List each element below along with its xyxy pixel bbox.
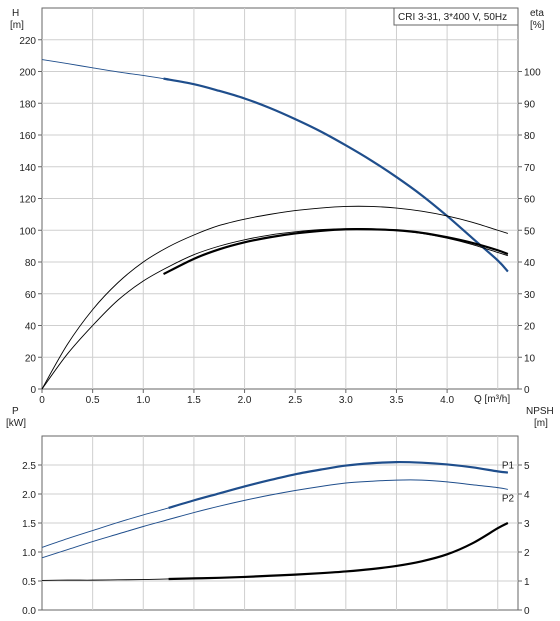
bottom-series-0-duty-range: [168, 460, 508, 509]
bottom-right-axis-title: NPSH: [526, 406, 554, 417]
bottom-right-tick-label: 1: [524, 577, 530, 588]
top-left-tick-label: 160: [19, 131, 36, 142]
x-tick-label: 0: [39, 395, 45, 406]
bottom-series-2-duty-range: [168, 522, 509, 581]
top-left-tick-label: 0: [30, 385, 36, 396]
power-npsh-panel: 0.0 0.5 1.0 1.5 2.0 2.5 0 1 2 3 4 5 P1 P2 P [kW] NP…: [6, 406, 554, 617]
bottom-left-tick-label: 1.5: [22, 519, 36, 530]
bottom-series-1-line: [41, 479, 508, 559]
top-right-axis-title: eta: [530, 8, 544, 19]
top-left-axis-unit: [m]: [10, 20, 24, 31]
top-right-tick-label: 60: [524, 195, 536, 206]
top-left-tick-label: 80: [25, 258, 37, 269]
bottom-right-tick-label: 5: [524, 461, 530, 472]
top-left-tick-label: 180: [19, 99, 36, 110]
top-left-tick-label: 120: [19, 195, 36, 206]
top-left-axis: 0 20 40 60 80 100 120 140 160 180 200 220: [19, 36, 42, 396]
top-left-tick-label: 220: [19, 36, 36, 47]
bottom-left-tick-label: 2.5: [22, 461, 36, 472]
top-x-axis-title: Q [m³/h]: [474, 394, 510, 405]
legend-title: CRI 3-31, 3*400 V, 50Hz: [398, 12, 507, 23]
top-left-tick-label: 200: [19, 68, 36, 79]
bottom-right-axis-unit: [m]: [534, 418, 548, 429]
x-tick-label: 1.0: [136, 395, 150, 406]
bottom-series-labels: P1 P2: [502, 461, 515, 505]
top-right-axis-unit: [%]: [530, 20, 545, 31]
bottom-left-tick-label: 0.5: [22, 577, 36, 588]
top-series-3-line: [41, 205, 509, 390]
legend-box: CRI 3-31, 3*400 V, 50Hz: [393, 7, 519, 26]
top-left-tick-label: 100: [19, 226, 36, 237]
top-series-group: [41, 59, 509, 390]
top-left-tick-label: 140: [19, 163, 36, 174]
top-left-tick-label: 20: [25, 353, 37, 364]
bottom-left-axis-unit: [kW]: [6, 418, 26, 429]
x-tick-label: 0.5: [86, 395, 100, 406]
x-tick-label: 2.0: [238, 395, 252, 406]
bottom-right-axis: 0 1 2 3 4 5: [518, 461, 530, 617]
top-right-tick-label: 50: [524, 226, 536, 237]
top-right-tick-label: 10: [524, 353, 536, 364]
top-left-tick-label: 60: [25, 290, 37, 301]
top-right-tick-label: 100: [524, 68, 541, 79]
top-series-2-line: [163, 228, 509, 276]
series-label-p2: P2: [502, 493, 515, 504]
head-efficiency-panel: 0 20 40 60 80 100 120 140 160 180 200 220 0 10 20 30 40…: [10, 7, 545, 406]
x-tick-label: 2.5: [288, 395, 302, 406]
bottom-right-tick-label: 3: [524, 519, 530, 530]
x-tick-label: 1.5: [187, 395, 201, 406]
x-tick-label: 3.5: [390, 395, 404, 406]
top-grid: [42, 8, 518, 389]
bottom-left-axis: 0.0 0.5 1.0 1.5 2.0 2.5: [22, 461, 42, 617]
bottom-grid: [42, 436, 518, 610]
bottom-left-axis-title: P: [12, 406, 19, 417]
top-right-tick-label: 70: [524, 163, 536, 174]
x-tick-label: 4.0: [440, 395, 454, 406]
bottom-right-tick-label: 0: [524, 606, 530, 617]
top-right-tick-label: 0: [524, 385, 530, 396]
top-right-tick-label: 80: [524, 131, 536, 142]
top-left-axis-title: H: [12, 8, 19, 19]
bottom-right-tick-label: 2: [524, 548, 530, 559]
top-series-0-line: [41, 59, 509, 272]
top-left-tick-label: 40: [25, 322, 37, 333]
top-right-axis: 0 10 20 30 40 50 60 70 80 90 100: [518, 68, 541, 396]
top-x-axis: 0 0.5 1.0 1.5 2.0 2.5 3.0 3.5 4.0: [39, 389, 454, 406]
bottom-right-tick-label: 4: [524, 490, 530, 501]
top-right-tick-label: 90: [524, 99, 536, 110]
top-right-tick-label: 20: [524, 322, 536, 333]
top-right-tick-label: 40: [524, 258, 536, 269]
top-series-0-duty-range: [163, 77, 509, 273]
bottom-series-group: [41, 460, 509, 581]
bottom-left-tick-label: 0.0: [22, 606, 36, 617]
bottom-left-tick-label: 2.0: [22, 490, 36, 501]
top-series-1-line: [41, 228, 509, 390]
x-tick-label: 3.0: [339, 395, 353, 406]
top-right-tick-label: 30: [524, 290, 536, 301]
series-label-p1: P1: [502, 461, 515, 472]
legend-frame: [393, 7, 519, 26]
bottom-series-0-line: [41, 461, 508, 548]
bottom-left-tick-label: 1.0: [22, 548, 36, 559]
